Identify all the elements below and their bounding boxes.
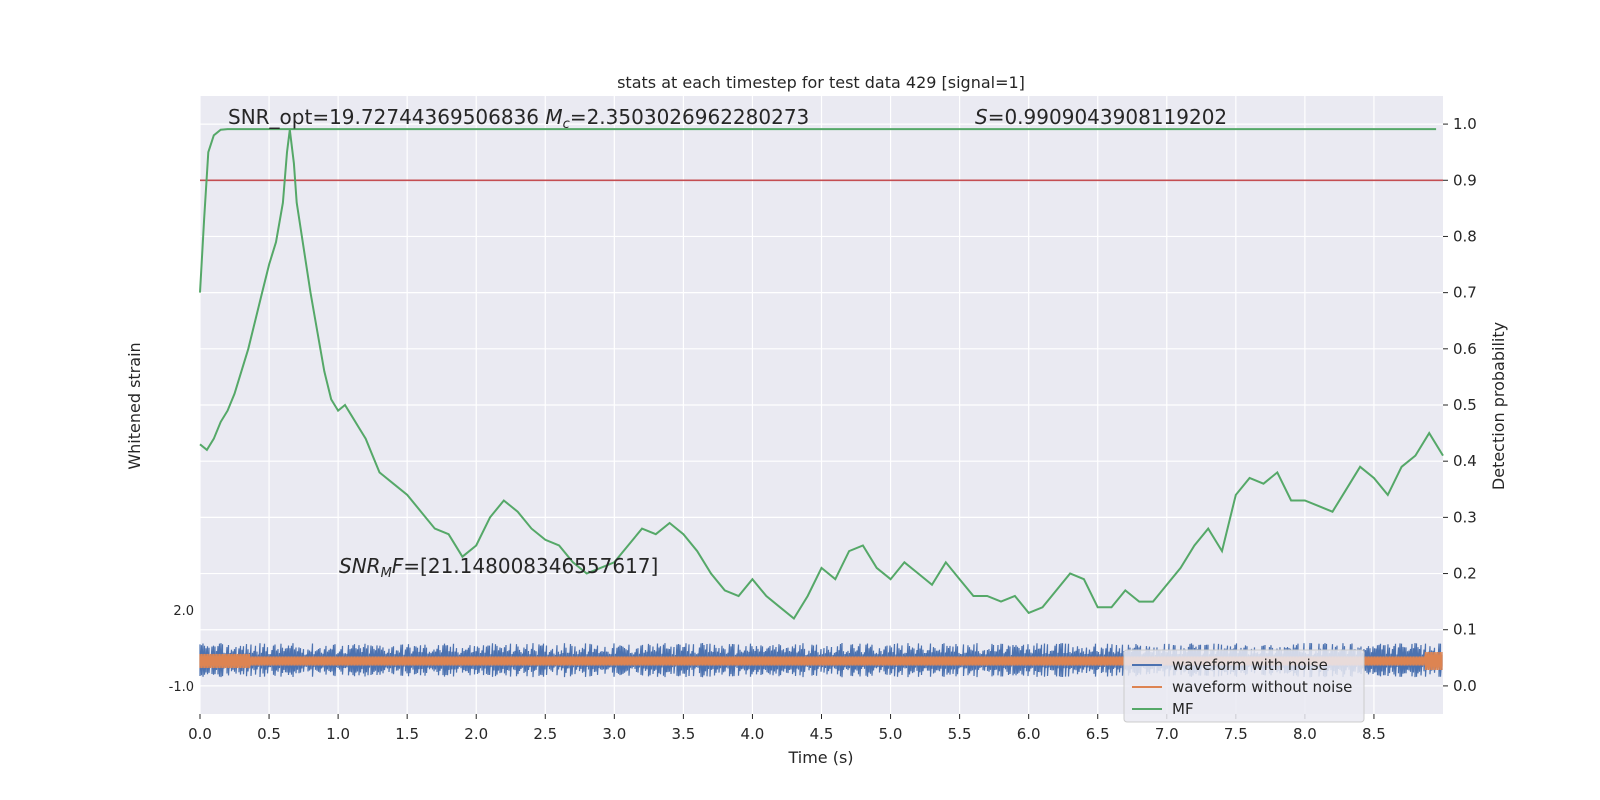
y-right-tick-label: 0.3 bbox=[1453, 508, 1477, 526]
legend: waveform with noise waveform without noi… bbox=[1123, 649, 1365, 723]
chart-title: stats at each timestep for test data 429… bbox=[617, 73, 1025, 92]
legend-label-mf: MF bbox=[1172, 700, 1194, 718]
snr-mf-annotation: SNRMF=[21.148008346557617] bbox=[339, 554, 658, 581]
y-right-tick-label: 0.0 bbox=[1453, 677, 1477, 695]
grid-lines bbox=[199, 96, 1443, 714]
x-tick-label: 1.5 bbox=[395, 725, 419, 743]
x-tick-label: 5.5 bbox=[948, 725, 972, 743]
snr-opt-annotation: SNR_opt=19.72744369506836 Mc=2.350302696… bbox=[228, 105, 809, 132]
y-right-tick-label: 0.5 bbox=[1453, 396, 1477, 414]
x-tick-label: 4.0 bbox=[741, 725, 765, 743]
legend-item-waveform-without-noise: waveform without noise bbox=[1132, 678, 1352, 696]
x-tick-label: 7.5 bbox=[1224, 725, 1248, 743]
y-right-tick-label: 0.8 bbox=[1453, 227, 1477, 245]
legend-label-waveform-without-noise: waveform without noise bbox=[1172, 678, 1352, 696]
x-tick-label: 4.5 bbox=[810, 725, 834, 743]
x-tick-label: 2.0 bbox=[464, 725, 488, 743]
x-tick-label: 6.0 bbox=[1017, 725, 1041, 743]
mf-detection-line bbox=[199, 128, 1437, 293]
legend-label-waveform-with-noise: waveform with noise bbox=[1172, 656, 1328, 674]
mf-running-line bbox=[199, 129, 1444, 620]
x-tick-label: 1.0 bbox=[326, 725, 350, 743]
y-right-tick-label: 1.0 bbox=[1453, 115, 1477, 133]
y-axis-left-label: Whitened strain bbox=[125, 342, 144, 469]
legend-item-waveform-with-noise: waveform with noise bbox=[1132, 656, 1328, 674]
y-left-tick-label: 2.0 bbox=[173, 604, 194, 619]
x-tick-label: 3.0 bbox=[602, 725, 626, 743]
y-left-tick-label: -1.0 bbox=[169, 680, 194, 695]
y-right-tick-label: 0.9 bbox=[1453, 171, 1477, 189]
x-axis-label: Time (s) bbox=[787, 748, 853, 767]
x-tick-label: 5.0 bbox=[879, 725, 903, 743]
x-tick-label: 0.0 bbox=[188, 725, 212, 743]
y-right-tick-label: 0.7 bbox=[1453, 284, 1477, 302]
x-tick-label: 6.5 bbox=[1086, 725, 1110, 743]
y-right-tick-label: 0.1 bbox=[1453, 621, 1477, 639]
x-tick-label: 8.5 bbox=[1362, 725, 1386, 743]
x-tick-labels: 0.0 0.5 1.0 1.5 2.0 2.5 3.0 3.5 4.0 4.5 5.0 5.5 6.0 6… bbox=[188, 714, 1386, 743]
y-axis-right-label: Detection probability bbox=[1489, 322, 1508, 490]
series-lines bbox=[199, 128, 1444, 620]
x-tick-label: 8.0 bbox=[1293, 725, 1317, 743]
y-right-tick-label: 0.6 bbox=[1453, 340, 1477, 358]
x-tick-label: 7.0 bbox=[1155, 725, 1179, 743]
y-right-tick-label: 0.2 bbox=[1453, 565, 1477, 583]
x-tick-label: 3.5 bbox=[671, 725, 695, 743]
legend-item-mf: MF bbox=[1132, 700, 1194, 718]
y-right-tick-label: 0.4 bbox=[1453, 452, 1477, 470]
x-tick-label: 0.5 bbox=[257, 725, 281, 743]
y-right-tick-labels: 0.0 0.1 0.2 0.3 0.4 0.5 0.6 0.7 0.8 0.9 1.0 bbox=[1443, 115, 1477, 695]
x-tick-label: 2.5 bbox=[533, 725, 557, 743]
y-left-tick-labels: -1.0 2.0 bbox=[169, 604, 194, 695]
s-annotation: S=0.9909043908119202 bbox=[975, 105, 1227, 129]
